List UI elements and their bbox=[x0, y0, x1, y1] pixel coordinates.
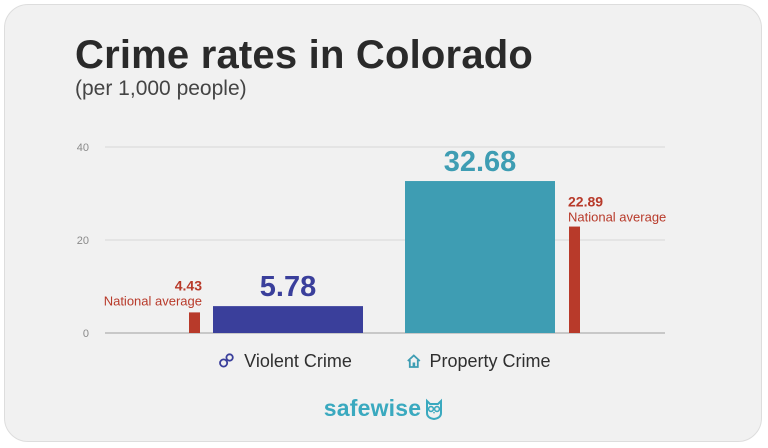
bar-property-crime bbox=[405, 181, 555, 333]
chart-subtitle: (per 1,000 people) bbox=[75, 77, 247, 100]
house-icon bbox=[407, 354, 421, 368]
value-label-violent-crime: 5.78 bbox=[260, 271, 316, 303]
national-average-bar-violent-crime bbox=[189, 312, 200, 333]
category-property-crime: Property Crime bbox=[407, 351, 551, 371]
category-violent-crime: Violent Crime bbox=[219, 351, 352, 371]
national-average-bar-property-crime bbox=[569, 226, 580, 333]
category-label-property-crime: Property Crime bbox=[429, 351, 550, 371]
safewise-logo: safewise bbox=[5, 395, 761, 426]
owl-icon bbox=[424, 398, 444, 426]
y-tick-label: 0 bbox=[83, 328, 89, 340]
bar-violent-crime bbox=[213, 306, 363, 333]
y-tick-label: 40 bbox=[77, 142, 89, 154]
national-average-value-property-crime: 22.89 bbox=[568, 194, 603, 210]
chart-title: Crime rates in Colorado bbox=[75, 33, 534, 77]
handcuffs-icon bbox=[219, 353, 234, 368]
y-tick-label: 20 bbox=[77, 235, 89, 247]
national-average-label-property-crime: National average bbox=[568, 210, 666, 225]
value-label-property-crime: 32.68 bbox=[444, 146, 517, 178]
logo-text: safewise bbox=[323, 395, 422, 421]
category-label-violent-crime: Violent Crime bbox=[244, 351, 352, 371]
national-average-value-violent-crime: 4.43 bbox=[175, 277, 202, 293]
chart-card: Crime rates in Colorado (per 1,000 peopl… bbox=[4, 4, 762, 442]
national-average-label-violent-crime: National average bbox=[104, 293, 202, 308]
